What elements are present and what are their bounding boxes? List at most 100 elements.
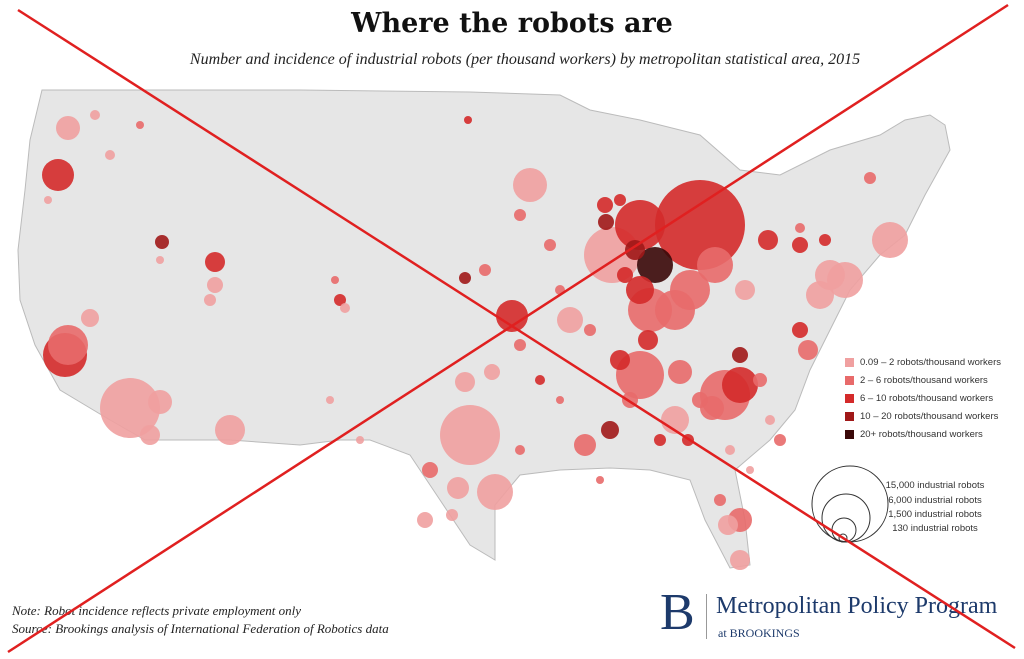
metro-bubble [692,392,708,408]
metro-bubble [730,550,750,570]
metro-bubble [718,515,738,535]
legend-swatch [845,358,854,367]
metro-bubble [514,339,526,351]
metro-bubble [44,196,52,204]
metro-bubble [722,367,758,403]
metro-bubble [513,168,547,202]
metro-bubble [614,194,626,206]
metro-bubble [610,350,630,370]
metro-bubble [136,121,144,129]
legend-swatch [845,430,854,439]
legend-color-item: 2 – 6 robots/thousand workers [845,375,988,386]
legend-label: 6 – 10 robots/thousand workers [860,393,994,404]
metro-bubble [625,240,645,260]
metro-bubble [56,116,80,140]
metro-bubble [617,267,633,283]
metro-bubble [459,272,471,284]
metro-bubble [597,197,613,213]
metro-bubble [447,477,469,499]
legend-label: 0.09 – 2 robots/thousand workers [860,357,1002,368]
metro-bubble [105,150,115,160]
metro-bubble [638,330,658,350]
metro-bubble [479,264,491,276]
legend-label: 10 – 20 robots/thousand workers [860,411,999,422]
metro-bubble [535,375,545,385]
metro-bubble [792,322,808,338]
legend-color-item: 10 – 20 robots/thousand workers [845,411,998,422]
metro-bubble [155,235,169,249]
metro-bubble [215,415,245,445]
metro-bubble [42,159,74,191]
metro-bubble [544,239,556,251]
legend-label: 2 – 6 robots/thousand workers [860,375,988,386]
metro-bubble [819,234,831,246]
metro-bubble [422,462,438,478]
metro-bubble [340,303,350,313]
metro-bubble [204,294,216,306]
chart-title: Where the robots are [351,8,673,39]
legend-swatch [845,376,854,385]
legend-color-item: 20+ robots/thousand workers [845,429,983,440]
metro-bubble [735,280,755,300]
metro-bubble [557,307,583,333]
metro-bubble [798,340,818,360]
metro-bubble [455,372,475,392]
metro-bubble [356,436,364,444]
metro-bubble [417,512,433,528]
metro-bubble [48,325,88,365]
metro-bubble [682,434,694,446]
metro-bubble [464,116,472,124]
size-label: 15,000 industrial robots [885,480,985,491]
logo-divider [706,594,707,639]
legend-label: 20+ robots/thousand workers [860,429,983,440]
metro-bubble [207,277,223,293]
metro-bubble [140,425,160,445]
metro-bubble [774,434,786,446]
metro-bubble [758,230,778,250]
metro-bubble [81,309,99,327]
metro-bubble [477,474,513,510]
metro-bubble [584,324,596,336]
metro-bubble [795,223,805,233]
metro-bubble [765,415,775,425]
metro-bubble [746,466,754,474]
metro-bubble [668,360,692,384]
metro-bubble [622,392,638,408]
legend-swatch [845,412,854,421]
metro-bubble [555,285,565,295]
chart-subtitle: Number and incidence of industrial robot… [189,51,861,68]
metro-bubble [596,476,604,484]
legend-color-item: 0.09 – 2 robots/thousand workers [845,357,1001,368]
metro-bubble [725,445,735,455]
brookings-logo-letter: B [660,584,695,641]
size-label: 130 industrial robots [892,523,978,534]
metro-bubble [792,237,808,253]
metro-bubble [574,434,596,456]
metro-bubble [598,214,614,230]
note-text: Note: Robot incidence reflects private e… [12,603,302,618]
metro-bubble [654,434,666,446]
metro-bubble [714,494,726,506]
size-label: 6,000 industrial robots [888,495,982,506]
metro-bubble [864,172,876,184]
metro-bubble [515,445,525,455]
logo-title: Metropolitan Policy Program [716,593,998,619]
metro-bubble [732,347,748,363]
metro-bubble [331,276,339,284]
legend-swatch [845,394,854,403]
metro-bubble [148,390,172,414]
metro-bubble [440,405,500,465]
metro-bubble [484,364,500,380]
metro-bubble [601,421,619,439]
logo-subtitle: at BROOKINGS [718,626,800,640]
metro-bubble [514,209,526,221]
metro-bubble [156,256,164,264]
metro-bubble [753,373,767,387]
metro-bubble [326,396,334,404]
metro-bubble [90,110,100,120]
legend-color-item: 6 – 10 robots/thousand workers [845,393,993,404]
size-label: 1,500 industrial robots [888,509,982,520]
metro-bubble [496,300,528,332]
